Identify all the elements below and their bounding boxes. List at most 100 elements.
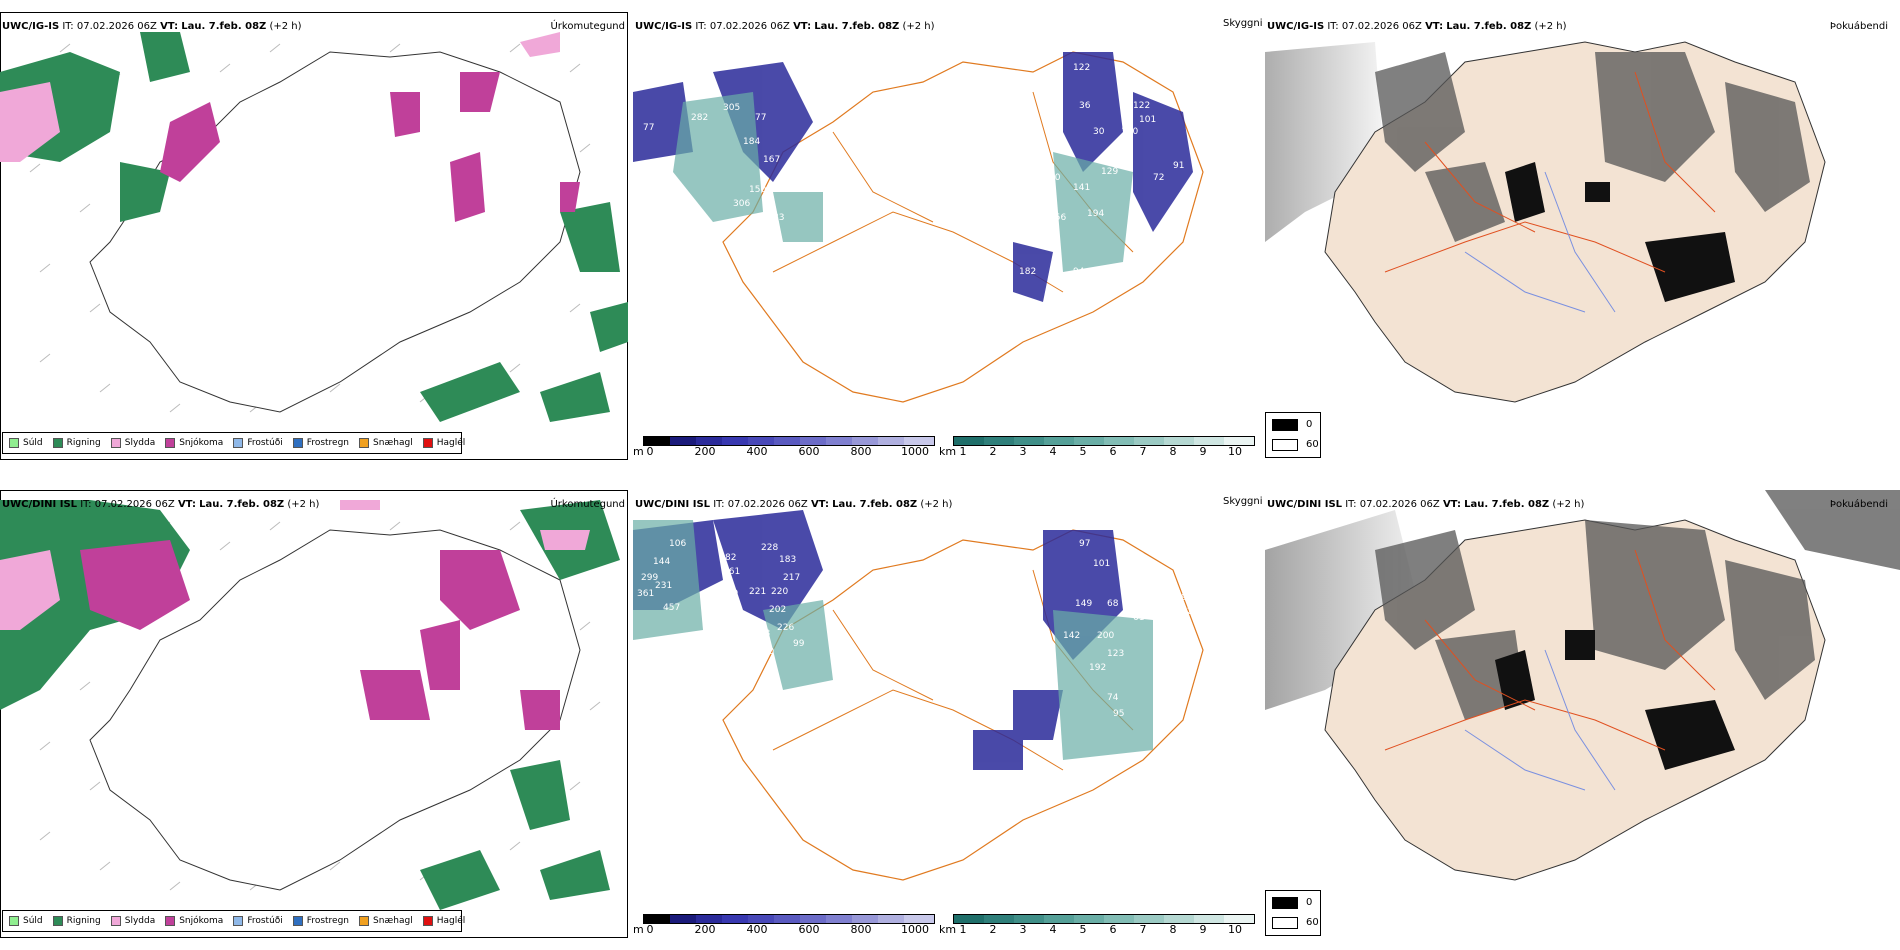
colorbar-tick: 3 xyxy=(1019,445,1027,458)
colorbar-tick: 6 xyxy=(1109,923,1117,936)
legend-swatch xyxy=(110,438,121,448)
cloud-base-label: 167 xyxy=(763,155,780,165)
legend-item: Snjókoma xyxy=(165,438,223,448)
visibility-map: 106 144 299 361 231 457 228 183 217 82 4… xyxy=(633,510,1204,881)
cloud-base-label: 151 xyxy=(1159,553,1176,563)
fog-key-label: 60 xyxy=(1306,439,1319,450)
colorbar-tick: 600 xyxy=(798,445,820,458)
snow-areas xyxy=(160,72,580,222)
legend-item: Frostregn xyxy=(292,916,349,926)
legend-swatch xyxy=(9,916,19,926)
legend-item: Súld xyxy=(9,438,43,448)
cloud-base-label: 282 xyxy=(691,113,708,123)
panel-title-fog: Þokuábendi xyxy=(1829,499,1888,510)
reduced-visibility-areas xyxy=(633,520,1153,760)
cloud-base-label: 77 xyxy=(755,113,766,123)
cloud-base-label: 299 xyxy=(641,573,658,583)
colorbar-tick: 1 xyxy=(959,923,967,936)
colorbar-tick: 600 xyxy=(798,923,820,936)
fog-map xyxy=(1265,490,1900,881)
legend-swatch xyxy=(422,438,433,448)
legend-item: Frostúði xyxy=(233,438,283,448)
cloud-base-label: 184 xyxy=(743,137,760,147)
visibility-map: 77 282 305 77 184 167 138 150 306 83 156… xyxy=(633,51,1204,403)
cloud-base-label: 90 xyxy=(1181,593,1193,603)
colorbar-tick: 7 xyxy=(1139,445,1147,458)
colorbar-tick: 3 xyxy=(1019,923,1027,936)
cloud-base-label: 306 xyxy=(733,199,750,209)
panel-header: UWC/IG-IS IT: 07.02.2026 06Z VT: Lau. 7.… xyxy=(635,21,935,32)
panel-header: UWC/IG-IS IT: 07.02.2026 06Z VT: Lau. 7.… xyxy=(2,21,302,32)
legend-swatch xyxy=(9,438,19,448)
low-cloud-areas xyxy=(633,52,1193,302)
legend-item: Haglél xyxy=(422,438,465,448)
cloud-base-label: 142 xyxy=(1063,631,1080,641)
cloud-base-label: 91 xyxy=(1121,559,1132,569)
cloud-base-label: 305 xyxy=(723,103,740,113)
colorbar-unit: km xyxy=(939,445,957,458)
colorbar-tick: 9 xyxy=(1199,445,1207,458)
cloud-base-label: 95 xyxy=(1113,709,1124,719)
colorbar-tick: 2 xyxy=(989,445,997,458)
fog-key-label: 0 xyxy=(1306,419,1313,430)
cloud-base-label: 110 xyxy=(1121,127,1138,137)
panel-title-fog: Þokuábendi xyxy=(1829,21,1888,32)
precip-type-panel: UWC/IG-IS IT: 07.02.2026 06Z VT: Lau. 7.… xyxy=(0,12,631,472)
snow-areas xyxy=(80,540,560,730)
cloud-base-label: 72 xyxy=(1153,173,1164,183)
cloud-base-label: 30 xyxy=(1093,127,1105,137)
precip-type-panel: UWC/DINI ISL IT: 07.02.2026 06Z VT: Lau.… xyxy=(0,490,631,950)
cloud-base-label: 61 xyxy=(1133,613,1144,623)
colorbar-tick: 2 xyxy=(989,923,997,936)
cloud-base-label: 129 xyxy=(1101,167,1118,177)
legend-item: Rigning xyxy=(52,916,101,926)
cloud-base-label: 183 xyxy=(779,555,796,565)
panel-title-precip-type: Úrkomutegund xyxy=(550,499,625,510)
legend-swatch xyxy=(359,916,370,926)
cloud-base-label: 228 xyxy=(761,543,778,553)
legend-item: Slydda xyxy=(110,916,155,926)
legend-item: Súld xyxy=(9,916,43,926)
legend-swatch xyxy=(52,916,63,926)
legend-item: Frostregn xyxy=(292,438,349,448)
cloud-base-label: 221 xyxy=(749,587,766,597)
sleet-areas xyxy=(0,32,560,162)
iceland-outline xyxy=(89,51,581,413)
panel-title-visibility: Skyggni xyxy=(1223,18,1263,29)
cloud-base-label: 156 xyxy=(743,227,760,237)
colorbar-tick: 1000 xyxy=(901,445,929,458)
colorbar-tick: 800 xyxy=(850,923,872,936)
cloud-base-label: 182 xyxy=(1019,267,1036,277)
legend-swatch xyxy=(422,916,433,926)
precip-type-legend: Súld Rigning Slydda Snjókoma Frostúði Fr… xyxy=(2,432,465,454)
cloud-base-label: 122 xyxy=(1133,101,1150,111)
cloud-base-label: 77 xyxy=(643,123,654,133)
colorbar-tick: 10 xyxy=(1228,445,1242,458)
fog-key: 0 60 xyxy=(1265,412,1321,458)
precip-type-map xyxy=(0,500,620,910)
cloud-base-label: 226 xyxy=(777,623,794,633)
cloud-base-label: 97 xyxy=(1079,539,1090,549)
cloud-base-label: 106 xyxy=(669,539,686,549)
river-network xyxy=(1464,171,1616,313)
colorbar-tick: 0 xyxy=(646,923,654,936)
fog-key-swatch xyxy=(1272,419,1298,431)
cloud-base-label: 123 xyxy=(1107,649,1124,659)
visibility-colorbar: km 1 2 3 4 5 6 7 8 9 10 xyxy=(939,436,1259,462)
cloud-base-label: 122 xyxy=(1073,63,1090,73)
colorbar-tick: 400 xyxy=(746,923,768,936)
panel-header: UWC/DINI ISL IT: 07.02.2026 06Z VT: Lau.… xyxy=(1267,499,1585,510)
cloud-base-label: 231 xyxy=(655,581,672,591)
cloud-base-label: 202 xyxy=(769,605,786,615)
cloud-base-label: 138 xyxy=(783,173,800,183)
panel-header: UWC/IG-IS IT: 07.02.2026 06Z VT: Lau. 7.… xyxy=(1267,21,1567,32)
cloud-base-label: 140 xyxy=(757,647,774,657)
colorbar-tick: 1000 xyxy=(901,923,929,936)
cloud-base-labels: 106 144 299 361 231 457 228 183 217 82 4… xyxy=(637,539,1193,823)
precip-type-map xyxy=(0,32,628,422)
cloud-base-label: 72 xyxy=(1181,607,1192,617)
cloud-base-label: 150 xyxy=(749,185,766,195)
legend-item: Haglél xyxy=(422,916,465,926)
colorbar-strip xyxy=(953,914,1255,924)
cloud-base-label: 461 xyxy=(723,567,740,577)
